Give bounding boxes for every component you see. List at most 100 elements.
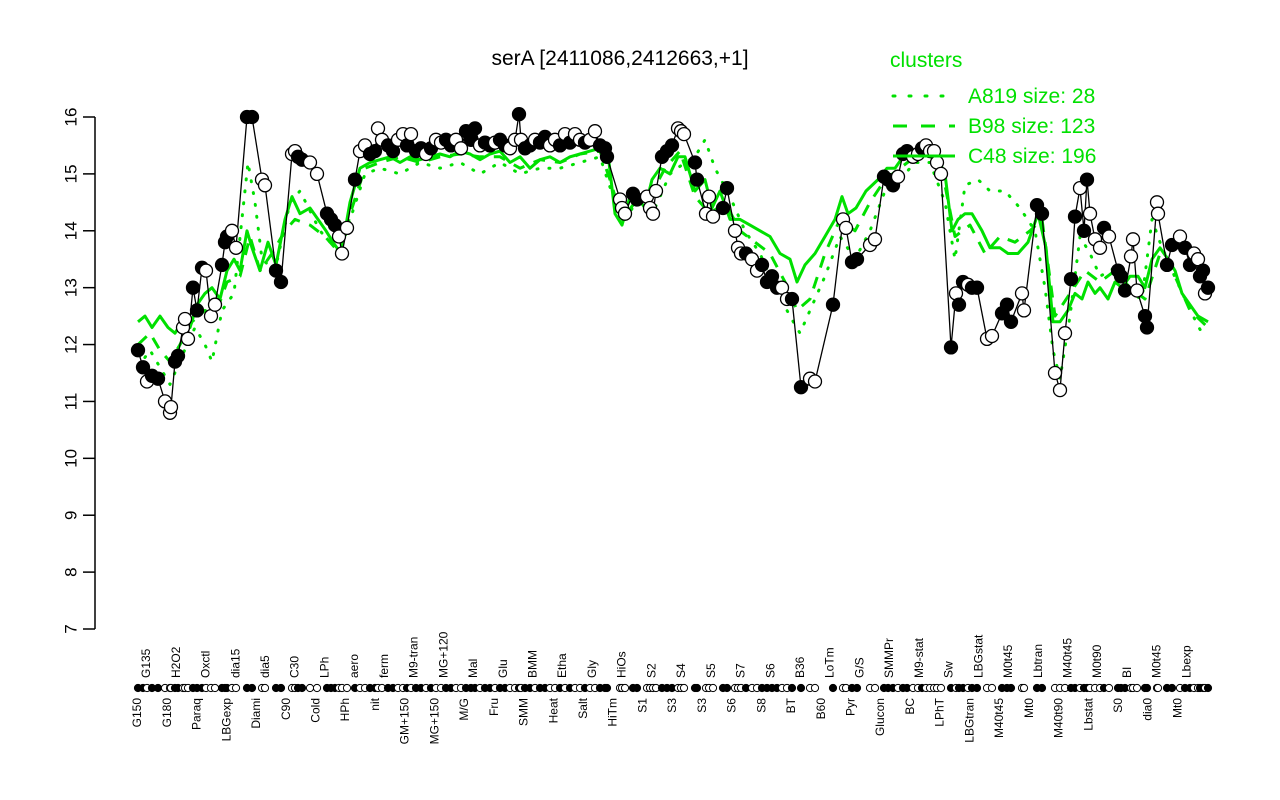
x-tick-label: Mt0 bbox=[1022, 698, 1036, 718]
rug-mark bbox=[260, 683, 270, 693]
y-tick-label: 14 bbox=[61, 221, 80, 240]
rug-mark bbox=[632, 683, 642, 693]
data-point bbox=[1117, 283, 1133, 298]
data-point bbox=[467, 121, 483, 136]
data-point bbox=[198, 263, 214, 278]
data-point bbox=[1082, 206, 1098, 221]
data-point bbox=[150, 371, 166, 386]
rug-mark bbox=[972, 683, 982, 693]
data-point bbox=[309, 166, 325, 182]
data-point bbox=[1123, 249, 1139, 264]
rug-mark bbox=[305, 683, 315, 693]
rug-mark bbox=[1037, 683, 1047, 693]
x-tick-label: LBGtran bbox=[962, 698, 976, 743]
x-tick-label: S6 bbox=[725, 698, 739, 713]
rug-mark bbox=[870, 683, 880, 693]
data-point bbox=[130, 343, 146, 358]
x-tick-label: LBGstat bbox=[971, 634, 985, 678]
y-tick-label: 15 bbox=[61, 164, 80, 183]
x-tick-label: Paraq bbox=[190, 698, 204, 730]
rug-mark bbox=[1019, 683, 1029, 693]
x-tick-label: G135 bbox=[139, 648, 153, 678]
data-point bbox=[180, 331, 196, 347]
x-tick-label: M40t45 bbox=[1060, 638, 1074, 678]
y-tick-label: 11 bbox=[61, 393, 80, 411]
legend-entry-b98: B98 size: 123 bbox=[968, 115, 1095, 138]
x-tick-label: BC bbox=[903, 698, 917, 715]
x-tick-label: BT bbox=[784, 697, 798, 713]
x-tick-label: MG+150 bbox=[427, 698, 441, 745]
data-point bbox=[890, 169, 906, 184]
x-tick-label: S2 bbox=[644, 663, 658, 678]
data-point bbox=[1047, 365, 1063, 381]
data-point bbox=[933, 166, 949, 182]
x-tick-label: H2O2 bbox=[169, 646, 183, 678]
rug-mark bbox=[602, 683, 612, 693]
y-tick-label: 13 bbox=[61, 278, 80, 297]
x-tick-label: Lbtran bbox=[1031, 644, 1045, 678]
x-tick-label: Lbstat bbox=[1081, 697, 1095, 730]
data-point bbox=[825, 297, 841, 312]
data-point bbox=[177, 311, 193, 327]
data-point bbox=[849, 252, 865, 267]
data-point bbox=[719, 180, 735, 196]
rug-mark bbox=[787, 683, 797, 693]
x-tick-label: MG+120 bbox=[436, 631, 450, 678]
legend-entry-c48: C48 size: 196 bbox=[968, 145, 1096, 168]
data-point bbox=[163, 399, 179, 415]
data-point bbox=[701, 189, 717, 204]
rug-mark bbox=[1167, 683, 1177, 693]
y-tick-label: 12 bbox=[61, 335, 80, 354]
x-tick-label: dia15 bbox=[228, 648, 242, 678]
x-tick-label: G180 bbox=[160, 698, 174, 728]
data-point bbox=[347, 172, 363, 187]
y-tick-label: 9 bbox=[61, 510, 80, 519]
rug-mark bbox=[692, 683, 702, 693]
rug-mark bbox=[1104, 683, 1114, 693]
y-tick-label: 16 bbox=[61, 108, 80, 127]
data-point bbox=[867, 232, 883, 247]
data-point bbox=[807, 374, 823, 389]
x-tick-label: B60 bbox=[814, 698, 828, 720]
rug-mark bbox=[153, 683, 163, 693]
x-tick-label: LBGexp bbox=[219, 698, 233, 742]
x-tick-label: Fru bbox=[487, 698, 501, 716]
x-tick-label: Glu bbox=[496, 659, 510, 678]
rug-mark bbox=[722, 683, 732, 693]
rug-mark bbox=[810, 683, 820, 693]
data-point bbox=[687, 155, 703, 170]
x-axis-rug bbox=[133, 683, 1213, 693]
x-tick-label: M9-stat bbox=[912, 637, 926, 678]
x-tick-label: HiTm bbox=[606, 698, 620, 727]
x-tick-label: B36 bbox=[793, 656, 807, 678]
cluster-line-dotted bbox=[136, 138, 1207, 386]
cluster-line-solid bbox=[137, 143, 1209, 335]
data-point bbox=[999, 297, 1015, 312]
data-point bbox=[645, 206, 661, 221]
x-tick-label: M40t45 bbox=[992, 698, 1006, 738]
x-tick-label: BMM bbox=[525, 650, 539, 678]
y-axis: 7 8 9 10 11 12 13 14 15 16 bbox=[61, 108, 96, 634]
data-point bbox=[1101, 229, 1117, 244]
rug-mark bbox=[1203, 683, 1213, 693]
data-point bbox=[224, 223, 240, 238]
x-tick-label: Glucon bbox=[873, 698, 887, 736]
data-point bbox=[135, 360, 151, 375]
data-point bbox=[1079, 172, 1095, 187]
data-point bbox=[1200, 280, 1216, 295]
x-tick-label: S7 bbox=[734, 663, 748, 678]
x-tick-label: GM+150 bbox=[398, 698, 412, 745]
x-axis-labels: G135 H2O2 Oxctl dia15 dia5 C30 LPh aero ferm M9-t… bbox=[130, 631, 1193, 744]
data-point bbox=[170, 348, 186, 364]
x-tick-label: Heat bbox=[546, 697, 560, 723]
x-tick-label: S1 bbox=[635, 698, 649, 713]
x-tick-label: G/S bbox=[852, 657, 866, 678]
data-point bbox=[339, 220, 355, 236]
legend: clusters A819 size: 28 B98 size: 123 C48… bbox=[890, 49, 1096, 168]
data-point bbox=[705, 209, 721, 224]
x-tick-label: Cold bbox=[309, 698, 323, 723]
data-point bbox=[1067, 209, 1083, 224]
x-tick-label: LPh bbox=[317, 657, 331, 678]
x-tick-label: Oxctl bbox=[199, 651, 213, 678]
